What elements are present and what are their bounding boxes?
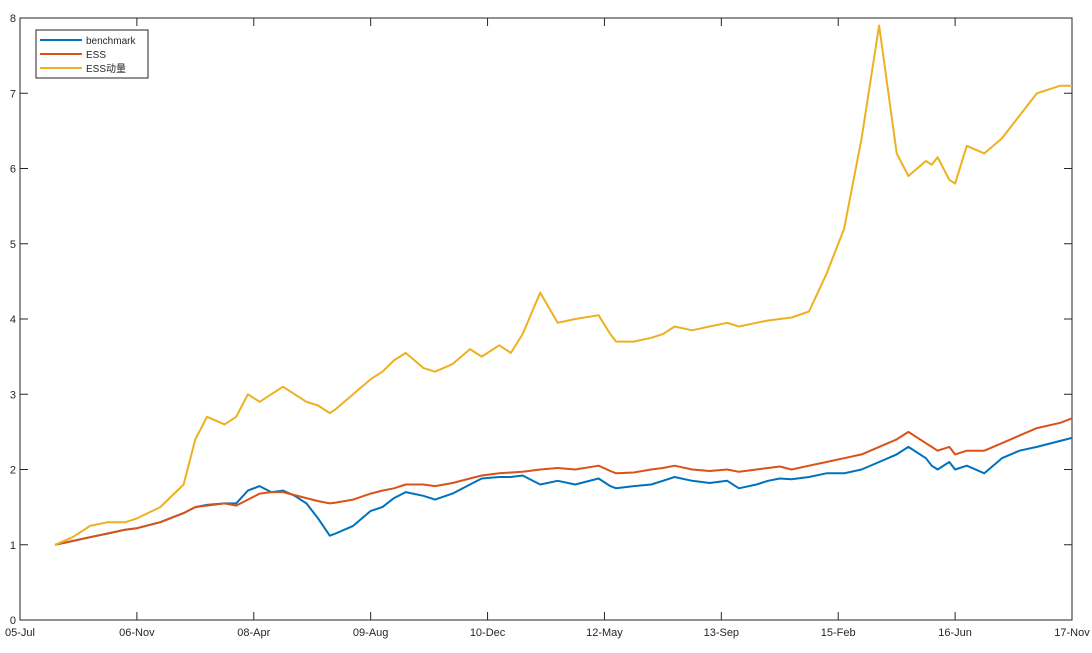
series-line-ess (54, 417, 1073, 546)
series-line-benchmark (54, 436, 1073, 546)
x-tick-label: 05-Jul (5, 627, 35, 639)
x-tick-label: 16-Jun (938, 627, 972, 639)
x-tick-label: 06-Nov (119, 627, 155, 639)
y-tick-label: 4 (10, 314, 16, 326)
x-tick-label: 10-Dec (470, 627, 506, 639)
y-tick-label: 8 (10, 13, 16, 25)
legend: benchmark ESS ESS动量 (35, 29, 149, 79)
x-tick-label: 17-Nov (1054, 627, 1090, 639)
y-tick-label: 2 (10, 465, 16, 477)
axis-ticks: 0 1 2 3 4 5 6 7 8 05-Jul 06-Nov 08-Apr 09-Aug 10-Dec 1… (5, 13, 1090, 639)
x-tick-label: 12-May (586, 627, 623, 639)
series-layer (54, 24, 1073, 546)
series-line-ess (54, 24, 1072, 546)
x-tick-label: 09-Aug (353, 627, 388, 639)
x-tick-label: 15-Feb (821, 627, 856, 639)
legend-label-ess: ESS (86, 50, 106, 61)
x-tick-label: 08-Apr (237, 627, 270, 639)
y-tick-label: 5 (10, 239, 16, 251)
y-tick-label: 3 (10, 389, 16, 401)
legend-label-ess: ESS动量 (86, 63, 126, 75)
legend-label-benchmark: benchmark (86, 36, 136, 47)
x-tick-label: 13-Sep (704, 627, 739, 639)
y-tick-label: 1 (10, 540, 16, 552)
y-tick-label: 0 (10, 615, 16, 627)
y-tick-label: 7 (10, 88, 16, 100)
y-tick-label: 6 (10, 164, 16, 176)
plot-area (19, 17, 1073, 621)
